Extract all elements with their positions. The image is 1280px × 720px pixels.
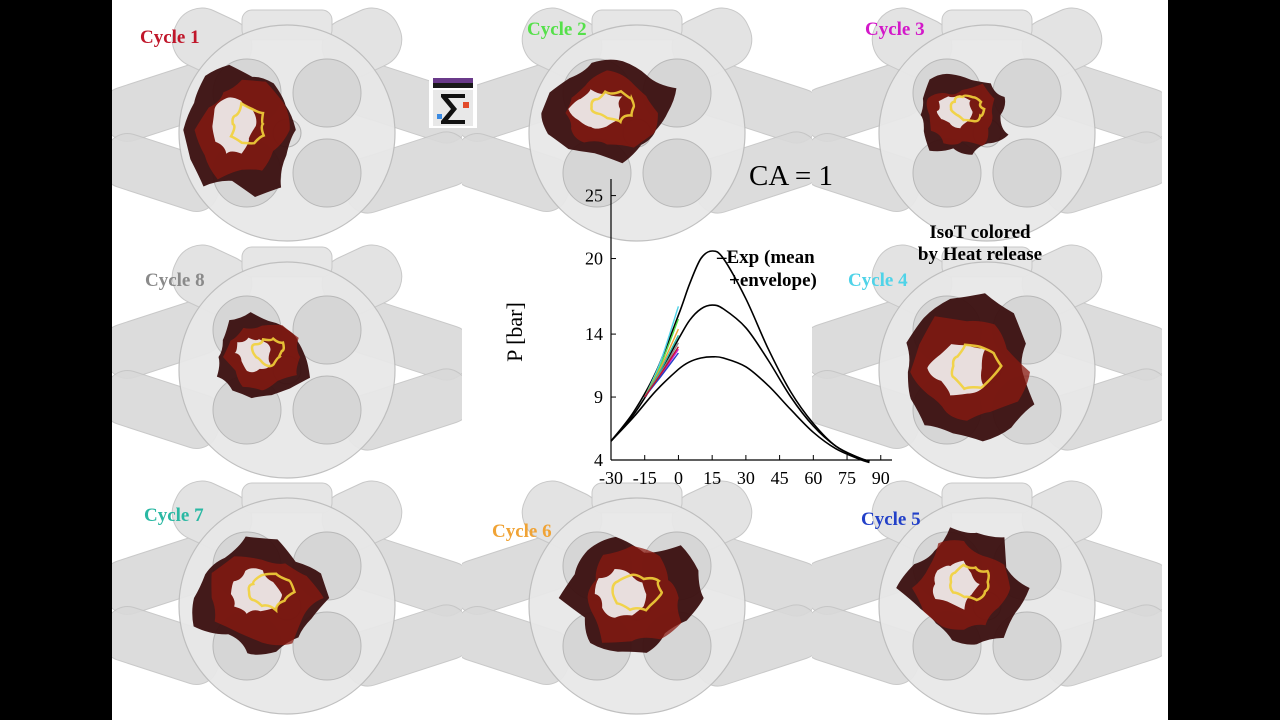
flame-hole [594,569,647,618]
engine-panel-cycle-6: Cycle 6 [462,478,812,718]
engine-cycle-6-render [462,480,812,715]
engine-panel-cycle-7: Cycle 7 [112,478,462,718]
cycle-8-label: Cycle 8 [145,270,205,291]
cycle-3-label: Cycle 3 [865,19,925,40]
crank-angle-label: CA = 1 [749,160,834,192]
valve-shape [292,611,362,681]
valve-shape [992,138,1062,208]
cfd-team-logo-icon [429,78,477,128]
cycle-6-label: Cycle 6 [492,521,552,542]
engine-panel-cycle-5: Cycle 5 [812,478,1162,718]
flame-front-highlight [229,101,266,145]
chart-series-line-10 [644,346,679,398]
isosurface-description-line-2: by Heat release [917,244,1043,265]
flame-front-highlight [949,94,986,123]
engine-cycle-7-render [112,480,462,715]
engine-panel-cycle-8: Cycle 8 [112,242,462,482]
legend-line-1: Exp (mean [726,247,815,268]
chart-x-tick-label: 15 [703,468,721,488]
cycle-4-label: Cycle 4 [848,270,908,291]
flame-hole [234,337,271,373]
engine-panel-cycle-2: Cycle 2 [462,5,812,245]
chart-x-tick-label: 90 [872,468,890,488]
cycle-2-label: Cycle 2 [527,19,587,40]
engine-cycle-3-render [812,7,1162,242]
chart-series-line-2 [610,355,870,464]
chart-y-tick-label: 14 [585,324,603,344]
legend-line-2: +envelope) [729,270,817,291]
chart-x-tick-label: 45 [771,468,789,488]
flame-front-highlight [250,336,286,368]
engine-cycle-8-render [112,244,462,479]
chart-y-tick-label: 9 [594,387,603,407]
flame-hole [230,568,282,614]
chart-x-tick-label: 60 [804,468,822,488]
pressure-chart: P [bar] 25 20 14 9 4 -30 -15 0 15 30 45 60 75 90 [497,175,897,495]
chart-x-tick-label: -30 [599,468,623,488]
flame-front-highlight [611,573,664,612]
flame-front-highlight [247,572,297,614]
engine-cycle-5-render [812,480,1162,715]
chart-x-tick-label: 0 [674,468,683,488]
chart-x-tick-label: 30 [737,468,755,488]
valve-shape [292,375,362,445]
engine-panel-cycle-1: Cycle 1 [112,5,462,245]
chart-series-line-0 [610,250,870,463]
chart-legend: –Exp (mean +envelope) [717,246,817,292]
simulation-figure: Cycle 1 Cycle 2 Cycle 3 Cycle 8 Cycle 4 … [112,0,1168,720]
chart-x-tick-label: -15 [633,468,657,488]
valve-shape [292,138,362,208]
valve-shape [992,58,1062,128]
valve-shape [992,611,1062,681]
cycle-1-label: Cycle 1 [140,27,200,48]
flame-front-highlight [949,563,990,602]
valve-shape [292,295,362,365]
cycle-7-label: Cycle 7 [144,505,204,526]
chart-y-tick-label: 20 [585,249,603,269]
chart-x-tick-label: 75 [838,468,856,488]
engine-cycle-4-render [812,244,1162,479]
engine-cycle-2-render [462,7,812,242]
engine-panel-cycle-3: Cycle 3 [812,5,1162,245]
engine-panel-cycle-4: Cycle 4 [812,242,1162,482]
flame-front-highlight [590,89,636,125]
engine-cycle-1-render [112,7,462,242]
flame-hole [927,344,986,396]
isosurface-description: IsoT colored by Heat release [910,222,1050,266]
chart-y-tick-label: 25 [585,186,603,206]
chart-y-tick-label: 4 [594,450,603,470]
flame-front-highlight [950,343,1003,391]
cycle-5-label: Cycle 5 [861,509,921,530]
valve-shape [292,58,362,128]
pressure-chart-svg: 25 20 14 9 4-30 -15 0 15 30 45 60 75 90 [585,179,892,488]
isosurface-description-line-1: IsoT colored [929,222,1031,243]
valve-shape [642,138,712,208]
